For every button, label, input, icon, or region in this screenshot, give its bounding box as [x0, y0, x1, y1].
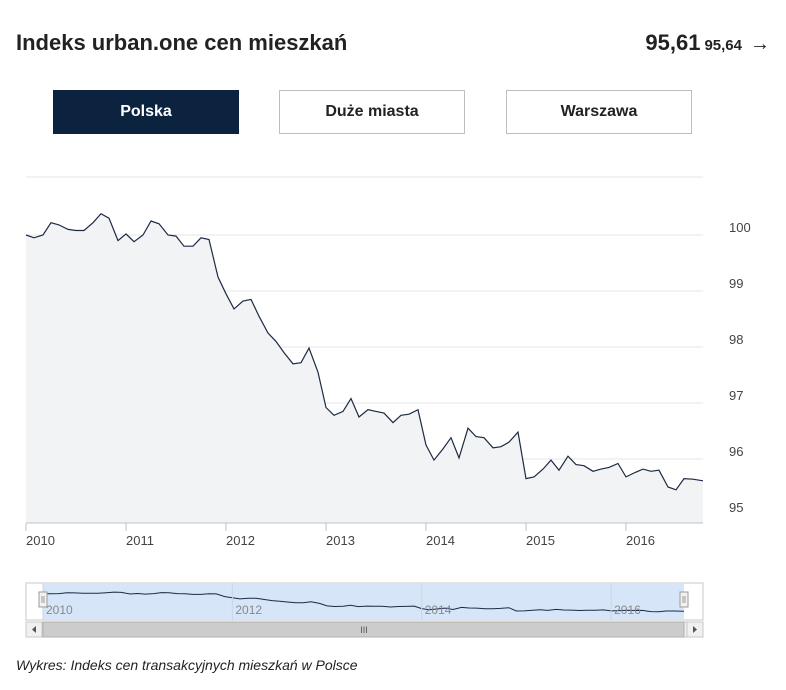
navigator-selection [43, 583, 684, 620]
x-axis-ticks: 2010 2011 2012 2013 2014 2015 2016 [25, 523, 655, 548]
tab-duze-miasta[interactable]: Duże miasta [279, 90, 465, 134]
x-tick-label: 2011 [126, 533, 154, 548]
tab-warszawa[interactable]: Warszawa [506, 90, 692, 134]
scrollbar[interactable]: III [25, 621, 704, 638]
chart-series-line [25, 212, 704, 491]
index-values: 95,61 95,64 → [645, 30, 770, 56]
page-title: Indeks urban.one cen mieszkań [16, 30, 348, 55]
scrollbar-grip: III [360, 625, 368, 635]
y-tick-label: 99 [729, 276, 743, 291]
arrow-right-icon[interactable]: → [750, 33, 770, 55]
previous-index-value: 95,64 [704, 37, 742, 54]
x-tick-label: 2014 [426, 533, 455, 548]
y-tick-label: 96 [729, 444, 743, 459]
navigator-handle-left[interactable] [38, 591, 48, 608]
navigator-tick-label: 2014 [425, 603, 452, 617]
tab-polska[interactable]: Polska [53, 90, 239, 134]
y-axis-ticks: 95 96 97 98 99 100 [729, 220, 751, 515]
navigator-ticks: 2010 2012 2014 2016 [42, 583, 641, 620]
y-tick-label: 97 [729, 388, 743, 403]
index-chart: 2010 2011 2012 2013 2014 2015 2016 95 96 97 98 99 1… [25, 176, 751, 638]
navigator-tick-label: 2016 [614, 603, 641, 617]
x-tick-label: 2013 [326, 533, 355, 548]
x-tick-label: 2016 [626, 533, 655, 548]
navigator-line [42, 591, 685, 613]
chart-area [26, 213, 703, 523]
chevron-right-icon [693, 626, 697, 633]
x-tick-label: 2015 [526, 533, 555, 548]
y-tick-label: 98 [729, 332, 743, 347]
scroll-left-button[interactable] [25, 621, 43, 638]
navigator[interactable]: 2010 2012 2014 2016 [25, 582, 704, 621]
scrollbar-thumb[interactable] [42, 621, 685, 638]
y-tick-label: 95 [729, 500, 743, 515]
current-index-value: 95,61 [645, 30, 701, 55]
navigator-tick-label: 2010 [46, 603, 73, 617]
y-tick-label: 100 [729, 220, 751, 235]
chevron-left-icon [32, 626, 36, 633]
scroll-right-button[interactable] [686, 621, 704, 638]
x-tick-label: 2010 [26, 533, 55, 548]
navigator-handle-right[interactable] [679, 591, 689, 608]
navigator-tick-label: 2012 [235, 603, 262, 617]
x-tick-label: 2012 [226, 533, 255, 548]
chart-caption: Wykres: Indeks cen transakcyjnych mieszk… [16, 657, 358, 673]
